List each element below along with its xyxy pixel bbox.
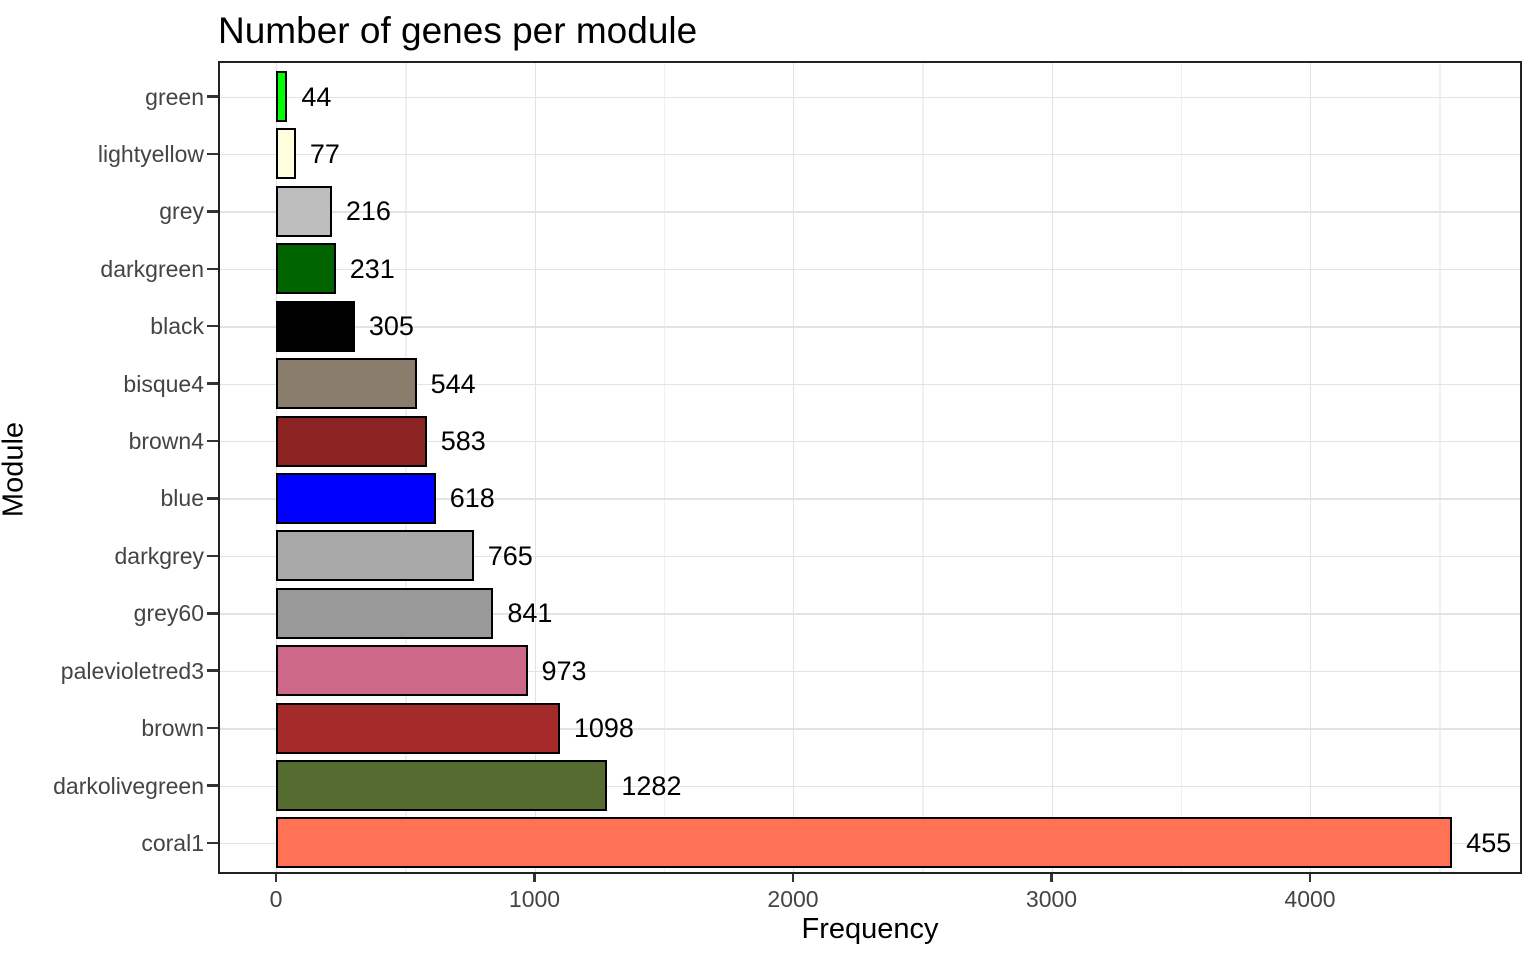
bar-darkolivegreen [276, 760, 608, 812]
value-label-green: 44 [301, 81, 332, 112]
gridline-vertical-minor [663, 63, 666, 872]
gridline-horizontal [220, 211, 1520, 213]
bar-coral1 [276, 817, 1453, 869]
gridline-horizontal [220, 268, 1520, 271]
y-axis-label-green: green [145, 83, 204, 110]
x-axis-title: Frequency [801, 913, 939, 945]
gridline-vertical-major [1310, 63, 1312, 872]
bar-darkgrey [276, 530, 474, 582]
y-axis-label-darkgreen: darkgreen [100, 255, 204, 282]
gridline-horizontal [220, 441, 1520, 443]
gridline-horizontal [220, 96, 1520, 98]
x-tick-mark [1050, 874, 1053, 882]
y-tick-mark [207, 324, 218, 328]
y-axis-label-grey: grey [159, 198, 204, 225]
gridline-vertical-major [276, 63, 278, 872]
gridline-vertical-major [793, 63, 795, 872]
y-tick-mark [207, 554, 218, 558]
gridline-horizontal [220, 785, 1520, 787]
x-tick-mark [1308, 874, 1312, 882]
value-label-darkgrey: 765 [487, 540, 533, 571]
value-label-bisque4: 544 [430, 368, 476, 399]
y-axis-label-black: black [150, 313, 204, 340]
y-axis-label-darkolivegreen: darkolivegreen [53, 772, 204, 799]
value-label-darkolivegreen: 1282 [621, 770, 682, 801]
y-tick-mark [207, 784, 218, 787]
x-tick-mark [274, 874, 278, 882]
gridline-horizontal [220, 613, 1520, 615]
gridline-vertical-major [1051, 63, 1053, 872]
y-axis-label-coral1: coral1 [141, 829, 204, 856]
x-tick-label: 0 [269, 886, 283, 912]
gridline-horizontal [220, 153, 1520, 156]
value-label-black: 305 [368, 311, 414, 342]
x-tick-mark [791, 874, 795, 882]
y-axis-title: Module [0, 421, 30, 518]
y-tick-mark [207, 95, 218, 98]
y-tick-mark [207, 497, 218, 500]
bar-brown [276, 702, 560, 754]
value-label-grey: 216 [345, 196, 391, 227]
x-tick-label: 1000 [508, 886, 561, 912]
y-tick-mark [207, 210, 218, 213]
y-axis-label-grey60: grey60 [133, 600, 204, 627]
value-label-blue: 618 [449, 483, 495, 514]
y-tick-mark [207, 726, 218, 730]
gridline-horizontal [220, 670, 1520, 673]
value-label-brown4: 583 [440, 426, 486, 457]
x-tick-label: 4000 [1284, 886, 1336, 912]
bar-green [276, 71, 288, 122]
y-axis-label-brown: brown [141, 715, 204, 742]
plot-panel: 44 77 216 231 305 544 583 618 765 841 973 1098 1282 4… [218, 61, 1522, 874]
bar-lightyellow [276, 128, 296, 180]
y-tick-mark [207, 382, 218, 385]
x-tick-mark [533, 874, 536, 882]
y-axis-label-palevioletred3: palevioletred3 [60, 657, 204, 684]
gridline-vertical-major [534, 63, 536, 872]
gridline-horizontal [220, 555, 1520, 558]
x-tick-label: 3000 [1025, 886, 1078, 912]
y-tick-mark [207, 612, 218, 615]
x-tick-label: 2000 [767, 886, 819, 912]
value-label-lightyellow: 77 [309, 138, 340, 169]
gridline-horizontal [220, 498, 1520, 500]
y-tick-mark [207, 669, 218, 672]
y-axis-label-darkgrey: darkgrey [114, 542, 204, 569]
value-label-darkgreen: 231 [349, 253, 395, 284]
value-label-brown: 1098 [573, 713, 634, 744]
y-tick-mark [207, 841, 218, 845]
gridline-vertical-minor [1439, 63, 1441, 872]
gridline-horizontal [220, 326, 1520, 328]
gridline-horizontal [220, 383, 1520, 385]
y-tick-mark [207, 267, 218, 270]
y-tick-mark [207, 152, 218, 156]
chart-title: Number of genes per module [218, 10, 698, 51]
y-axis-label-lightyellow: lightyellow [97, 140, 204, 167]
value-label-coral1: 455 [1466, 827, 1512, 858]
y-axis-label-brown4: brown4 [128, 428, 204, 455]
gridline-horizontal [220, 728, 1520, 730]
bar-palevioletred3 [276, 645, 528, 697]
value-label-palevioletred3: 973 [541, 655, 587, 686]
y-axis-label-blue: blue [160, 485, 204, 512]
bar-bisque4 [276, 358, 417, 410]
y-axis-label-bisque4: bisque4 [123, 370, 204, 397]
bar-grey60 [276, 587, 494, 639]
bar-brown4 [276, 415, 427, 467]
bar-black [276, 300, 355, 352]
bar-darkgreen [276, 243, 336, 295]
bar-blue [276, 472, 436, 524]
gridline-vertical-minor [405, 63, 407, 872]
gridline-vertical-minor [1180, 63, 1183, 872]
y-tick-mark [207, 439, 218, 443]
bar-grey [276, 185, 332, 237]
value-label-grey60: 841 [507, 598, 553, 629]
gridline-vertical-minor [922, 63, 924, 872]
